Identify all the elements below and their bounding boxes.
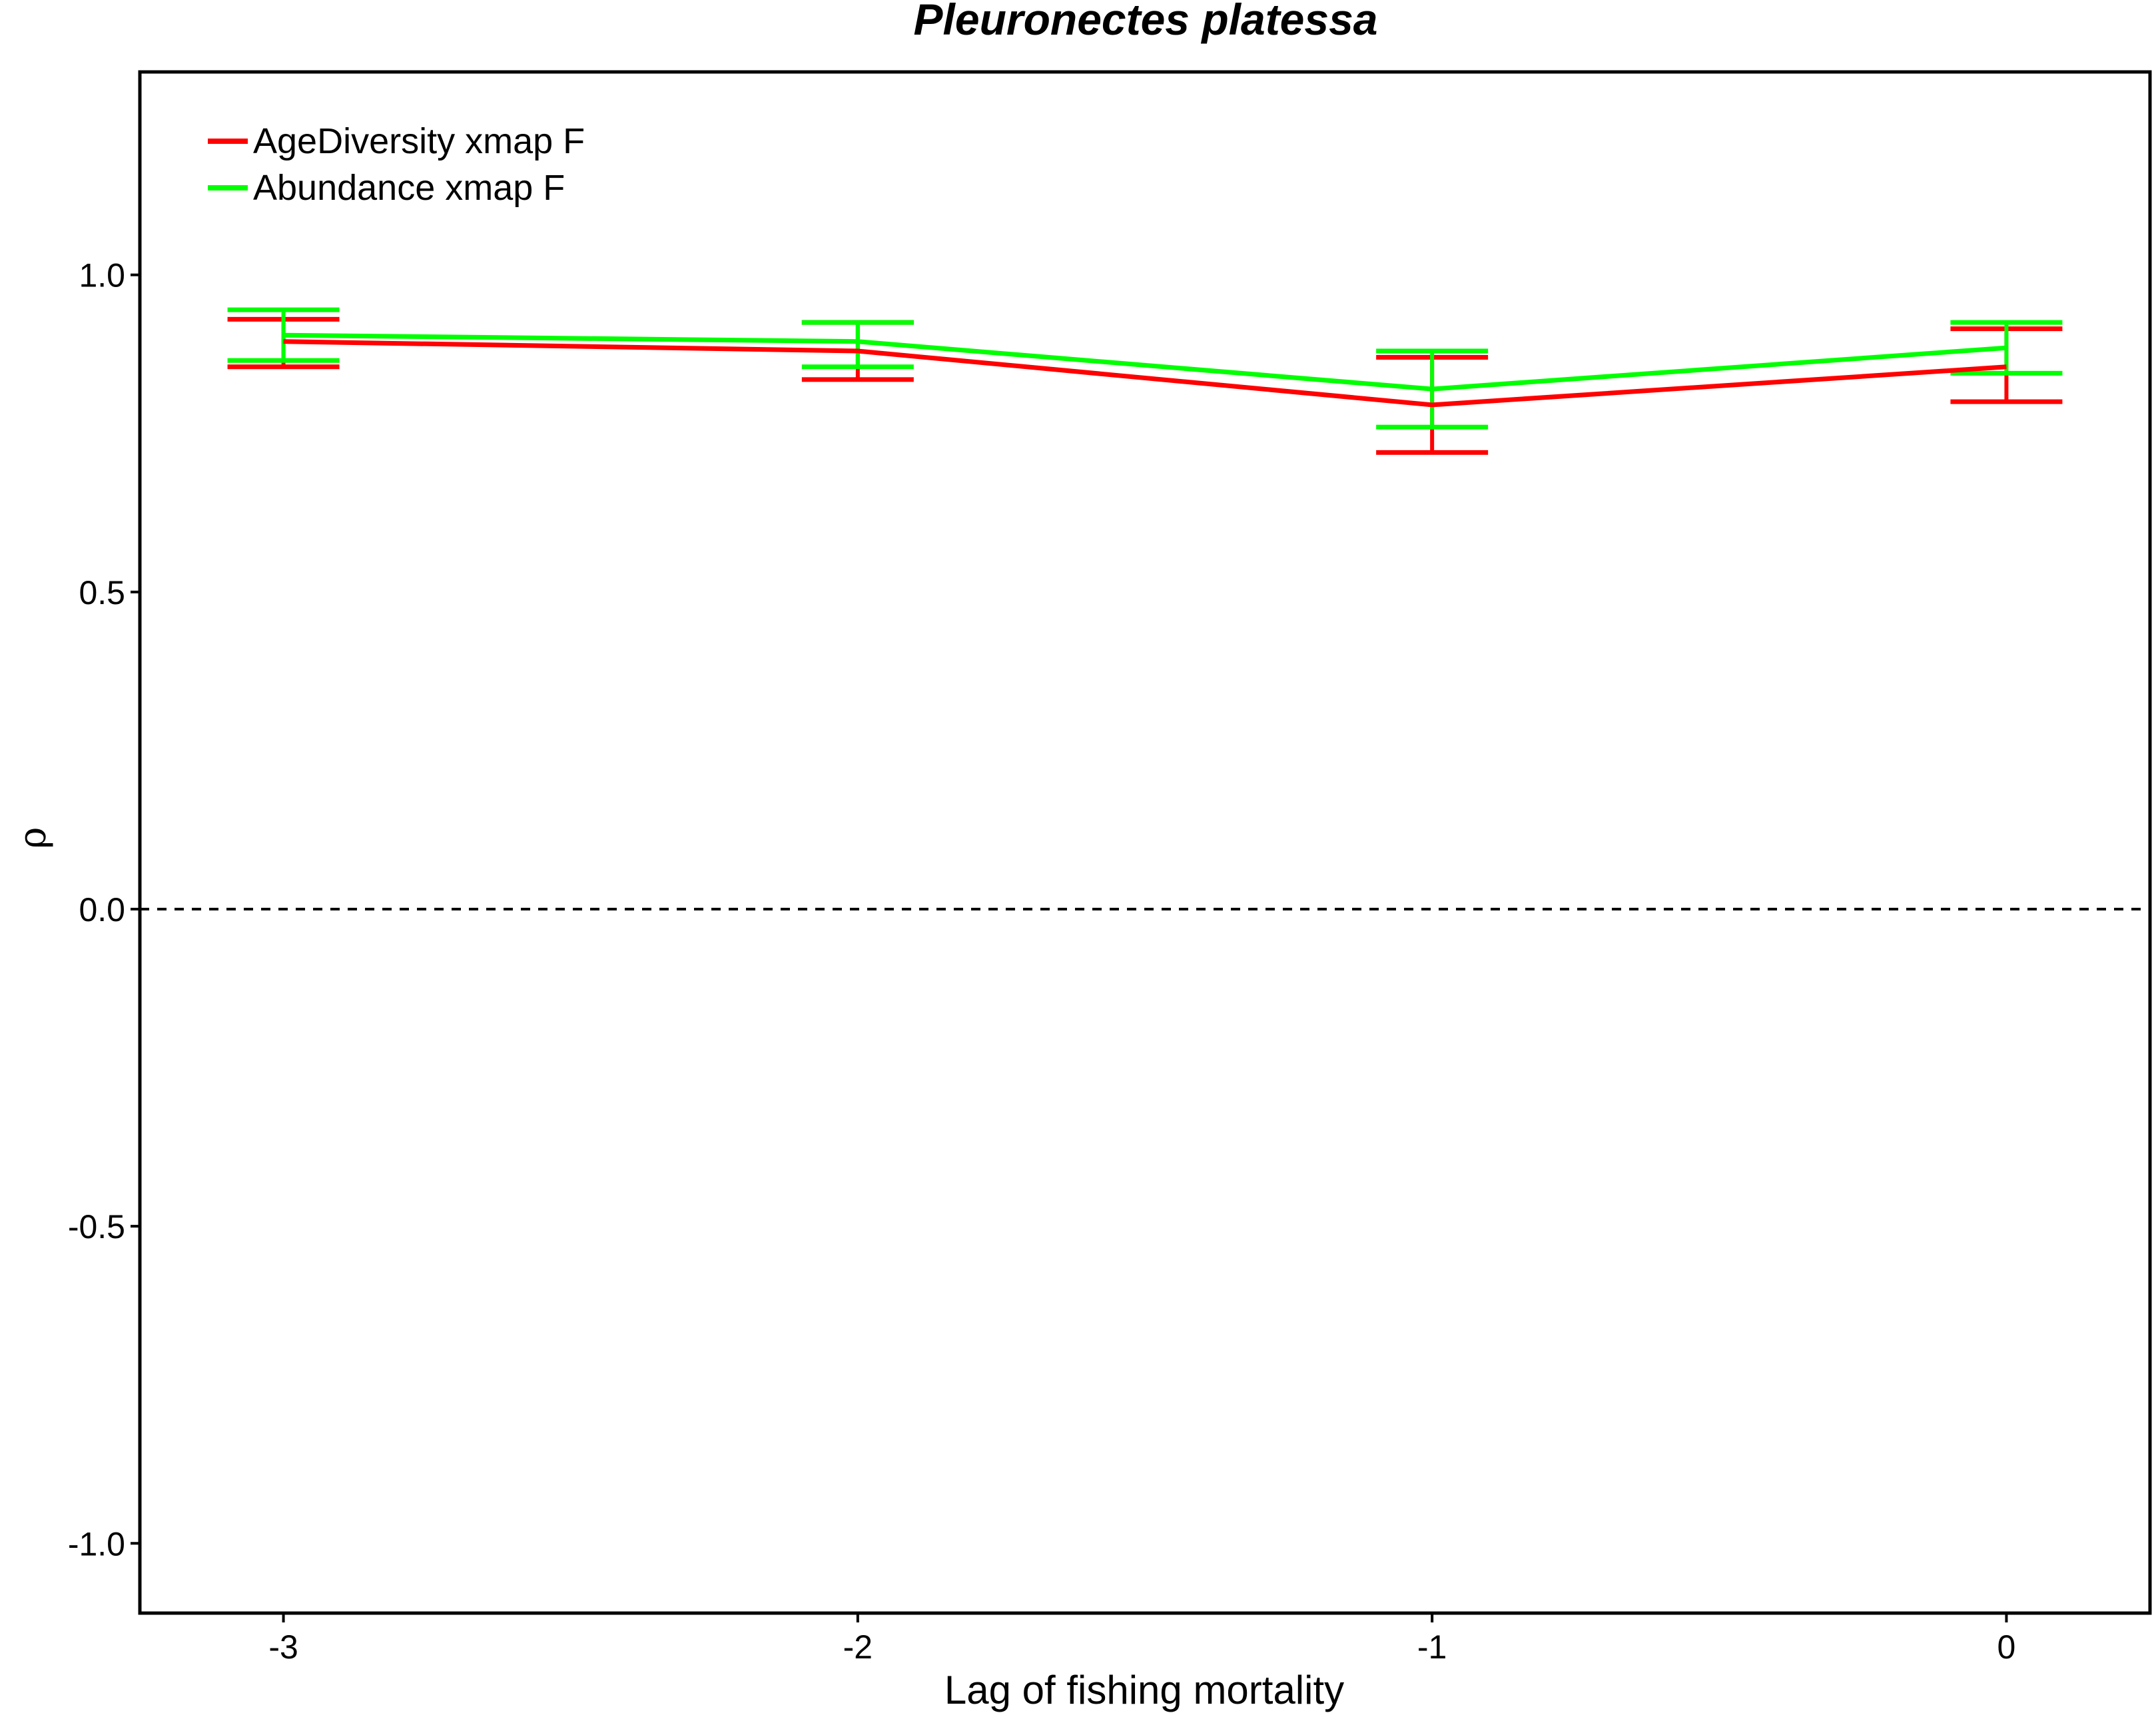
x-axis-title: Lag of fishing mortality: [944, 1668, 1344, 1712]
legend-label-abundance-xmap-f: Abundance xmap F: [253, 168, 565, 208]
plot-area: 1.0 0.5 0.0 -0.5 -1.0 -3 -2 -1 0 AgeDiversity xma…: [68, 70, 2152, 1666]
agediversity-xmap-f-line: [283, 339, 2007, 408]
chart-title: Pleuronectes platessa: [914, 0, 1378, 44]
y-tick-label: -1.0: [68, 1525, 125, 1562]
y-tick-label: -0.5: [68, 1208, 125, 1245]
y-tick-label: 0.0: [79, 891, 125, 928]
y-axis-title: ρ: [11, 827, 55, 849]
x-tick-label: 0: [1997, 1628, 2016, 1666]
legend-label-agediversity-xmap-f: AgeDiversity xmap F: [253, 121, 585, 161]
plot-border: [138, 70, 2152, 1615]
y-tick-label: 1.0: [79, 257, 125, 294]
x-tick-label: -2: [843, 1628, 873, 1666]
x-tick-label: -1: [1417, 1628, 1447, 1666]
x-tick-label: -3: [268, 1628, 298, 1666]
y-tick-label: 0.5: [79, 574, 125, 611]
abundance-xmap-f-line: [283, 332, 2007, 392]
